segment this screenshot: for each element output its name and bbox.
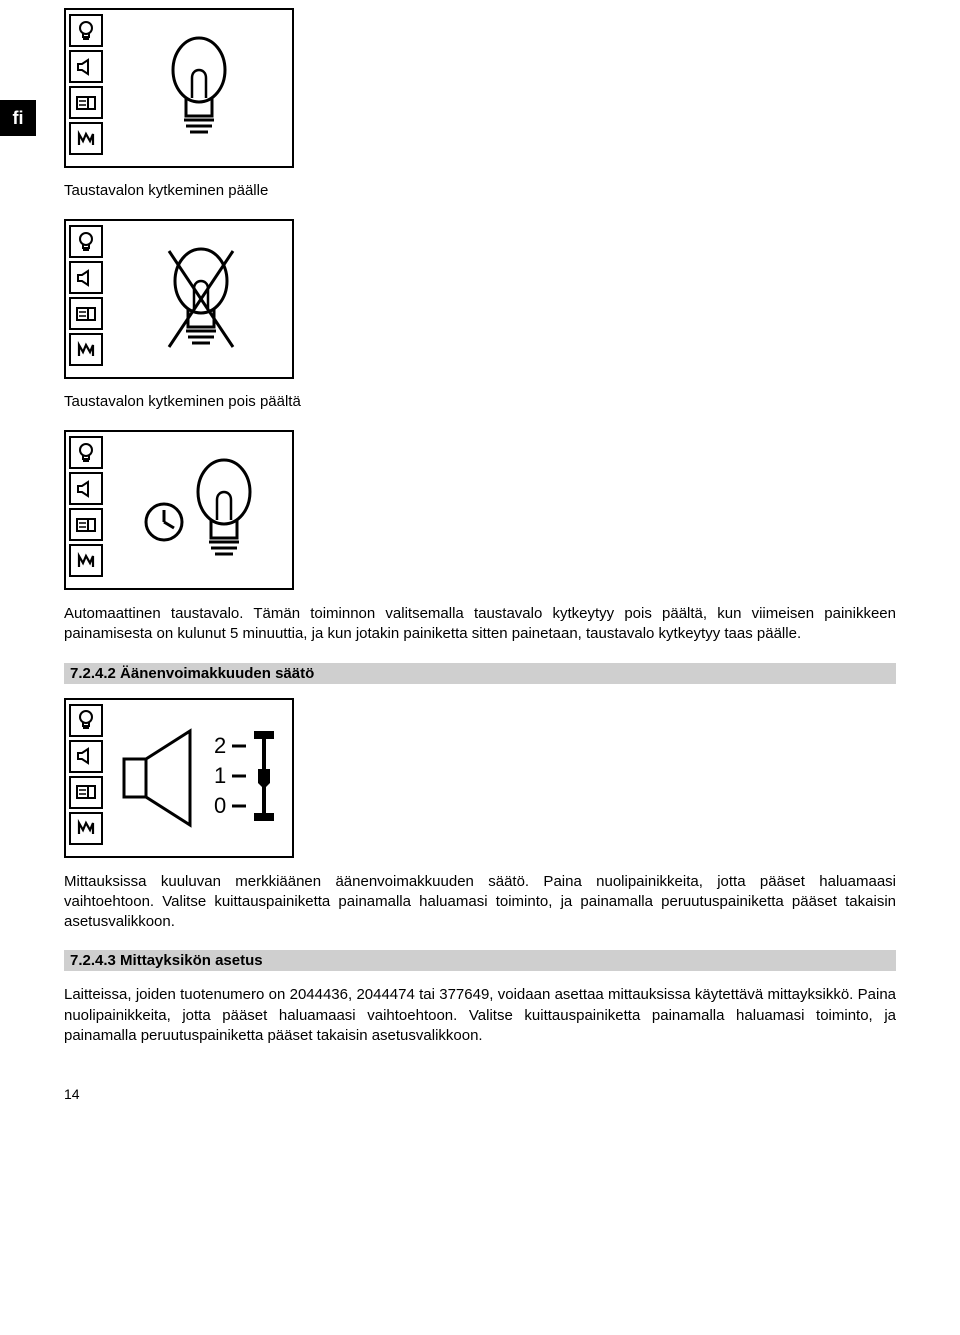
- bulb-menu-icon: [69, 436, 103, 469]
- section-volume-number: 7.2.4.2: [70, 665, 116, 682]
- unit-menu-icon: [69, 297, 103, 330]
- speaker-menu-icon: [69, 50, 103, 83]
- m-menu-icon: [69, 122, 103, 155]
- m-menu-icon: [69, 333, 103, 366]
- caption-backlight-off: Taustavalon kytkeminen pois päältä: [64, 393, 896, 410]
- vol-label-1: 1: [214, 763, 226, 788]
- volume-paragraph: Mittauksissa kuuluvan merkkiäänen äänenv…: [64, 872, 896, 933]
- bulb-menu-icon: [69, 225, 103, 258]
- vol-label-2: 2: [214, 733, 226, 758]
- section-heading-volume: 7.2.4.2 Äänenvoimakkuuden säätö: [64, 663, 896, 684]
- display-main-volume: 2 1 0: [106, 700, 292, 856]
- bulb-menu-icon: [69, 704, 103, 737]
- unit-menu-icon: [69, 86, 103, 119]
- section-unit-number: 7.2.4.3: [70, 952, 116, 969]
- vol-label-0: 0: [214, 793, 226, 818]
- m-menu-icon: [69, 812, 103, 845]
- display-backlight-off: [64, 219, 294, 379]
- menu-icon-column: [66, 432, 106, 588]
- display-backlight-on: [64, 8, 294, 168]
- auto-backlight-paragraph: Automaattinen taustavalo. Tämän toiminno…: [64, 604, 896, 645]
- menu-icon-column: [66, 10, 106, 166]
- display-volume: 2 1 0: [64, 698, 294, 858]
- page-number: 14: [64, 1086, 896, 1102]
- display-main-bulb-off: [106, 221, 292, 377]
- section-heading-unit: 7.2.4.3 Mittayksikön asetus: [64, 950, 896, 971]
- caption-backlight-on: Taustavalon kytkeminen päälle: [64, 182, 896, 199]
- speaker-menu-icon: [69, 740, 103, 773]
- page-content: Taustavalon kytkeminen päälle: [64, 0, 896, 1102]
- display-auto-backlight: [64, 430, 294, 590]
- speaker-menu-icon: [69, 472, 103, 505]
- speaker-menu-icon: [69, 261, 103, 294]
- unit-menu-icon: [69, 508, 103, 541]
- section-unit-title: Mittayksikön asetus: [120, 952, 263, 969]
- display-main-auto: [106, 432, 292, 588]
- menu-icon-column: [66, 221, 106, 377]
- section-volume-title: Äänenvoimakkuuden säätö: [120, 665, 314, 682]
- unit-menu-icon: [69, 776, 103, 809]
- m-menu-icon: [69, 544, 103, 577]
- display-main-bulb-on: [106, 10, 292, 166]
- language-tab: fi: [0, 100, 36, 136]
- auto-backlight-title: Automaattinen taustavalo.: [64, 605, 243, 622]
- unit-paragraph: Laitteissa, joiden tuotenumero on 204443…: [64, 985, 896, 1046]
- bulb-menu-icon: [69, 14, 103, 47]
- menu-icon-column: [66, 700, 106, 856]
